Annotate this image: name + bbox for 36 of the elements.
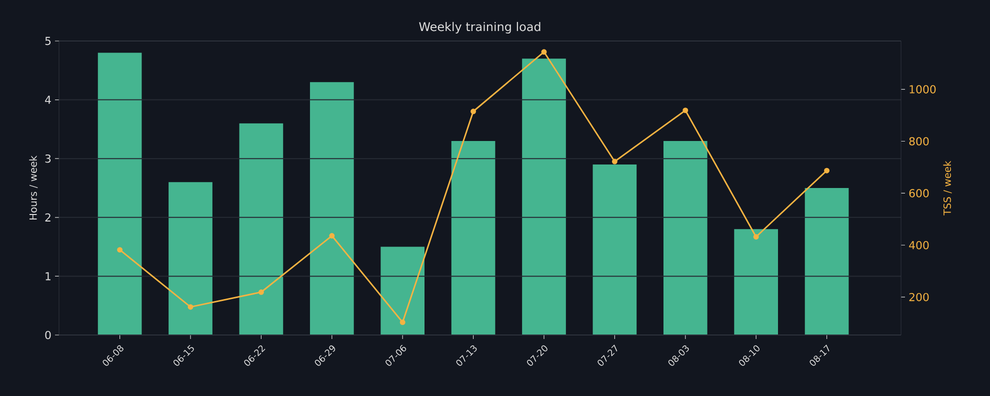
point xyxy=(400,320,406,326)
bar xyxy=(310,82,354,335)
bar xyxy=(451,140,496,335)
point xyxy=(682,108,688,114)
bar xyxy=(804,188,849,335)
point xyxy=(470,108,476,114)
bar xyxy=(168,182,212,335)
point xyxy=(188,304,194,310)
bar xyxy=(98,52,142,335)
point xyxy=(753,234,759,240)
y2-tick-label: 600 xyxy=(909,189,929,198)
y2-tick-label: 800 xyxy=(909,137,929,146)
point xyxy=(117,247,123,253)
point xyxy=(329,233,335,239)
point xyxy=(824,168,830,174)
bar xyxy=(239,123,284,335)
bar xyxy=(522,58,566,335)
y-tick-label: 3 xyxy=(45,154,51,163)
point xyxy=(541,49,547,55)
y2-tick-label: 400 xyxy=(909,241,929,250)
bar xyxy=(663,140,708,335)
bar xyxy=(592,164,637,335)
y-tick-label: 0 xyxy=(45,330,51,340)
bar xyxy=(734,229,778,335)
y-tick-label: 5 xyxy=(45,36,51,46)
y-tick-label: 1 xyxy=(46,272,50,280)
point xyxy=(258,289,264,295)
y2-tick-label: 200 xyxy=(909,292,929,302)
chart-title: Weekly training load xyxy=(419,22,540,34)
y-tick-label: 2 xyxy=(45,213,50,222)
point xyxy=(612,158,618,164)
y-axis-title: Hours / week xyxy=(29,156,38,220)
y2-tick-label: 1000 xyxy=(910,85,936,94)
y-tick-label: 4 xyxy=(45,96,51,104)
y2-axis-title: TSS / week xyxy=(943,160,952,216)
bar xyxy=(380,246,425,335)
